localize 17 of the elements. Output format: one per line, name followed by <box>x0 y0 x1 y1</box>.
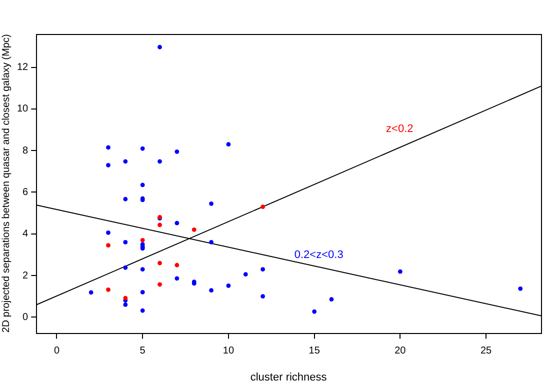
x-axis-title: cluster richness <box>250 371 328 384</box>
x-tick-label: 15 <box>308 346 320 357</box>
x-tick-label: 5 <box>140 346 146 357</box>
x-tick-label: 25 <box>480 346 492 357</box>
y-tick-label: 8 <box>22 145 29 156</box>
x-tick-label: 20 <box>394 346 406 357</box>
y-tick-label: 2 <box>22 270 29 282</box>
y-axis-title: 2D projected separations between quasar and closest galaxy (Mpc) <box>0 34 12 333</box>
y-tick-label: 6 <box>22 187 29 198</box>
x-tick-label: 0 <box>54 346 60 357</box>
y-tick-label: 4 <box>22 228 29 240</box>
y-tick-label: 0 <box>22 312 29 323</box>
text: 0.2<z<0.3 <box>294 249 344 262</box>
text: z<0.2 <box>386 123 414 136</box>
x-tick-label: 10 <box>222 346 234 357</box>
y-tick-label: 12 <box>17 62 29 74</box>
y-tick-label: 10 <box>17 104 29 115</box>
